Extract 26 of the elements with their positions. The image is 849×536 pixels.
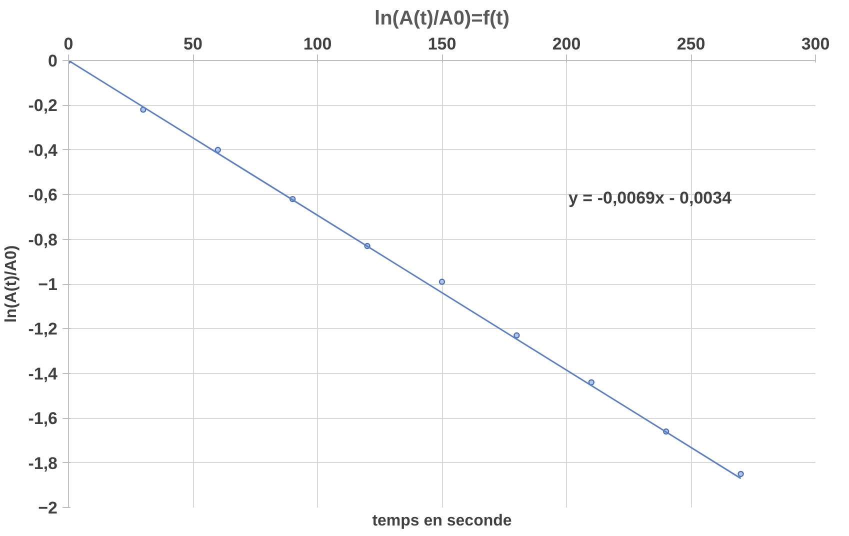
x-tick-label: 0: [64, 34, 74, 54]
x-tick-label: 200: [552, 34, 581, 54]
y-tick-label: -1,2: [28, 320, 58, 339]
y-tick-label: -1,4: [28, 364, 58, 384]
x-tick-label: 300: [801, 34, 830, 54]
point: [738, 470, 744, 478]
y-tick-label: -1,6: [28, 409, 58, 428]
y-tick-label: -0,2: [28, 96, 58, 116]
point: [214, 146, 221, 153]
x-axis-title: temps en seconde: [372, 512, 512, 530]
y-tick-label: -1,8: [28, 454, 58, 473]
y-tick-label: −1: [38, 275, 58, 294]
y-tick-label: -0,4: [28, 140, 58, 160]
annotation: y = -0,0069x - 0,0034: [568, 188, 732, 208]
point: [438, 278, 446, 285]
x-tick-label: 100: [303, 34, 332, 54]
point: [514, 332, 520, 338]
x-tick-label: 150: [428, 34, 456, 54]
y-tick-label: -0,8: [28, 230, 58, 250]
y-tick-label: 0: [48, 52, 58, 70]
chart-title: ln(A(t)/A0)=f(t): [374, 8, 510, 30]
x-tick-label: 50: [184, 34, 202, 54]
y-axis-title: ln(A(t)/A0): [3, 245, 20, 323]
y-tick-label: −2: [38, 498, 58, 518]
x-tick-label: 250: [676, 34, 706, 54]
y-tick-label: -0,6: [28, 186, 58, 205]
